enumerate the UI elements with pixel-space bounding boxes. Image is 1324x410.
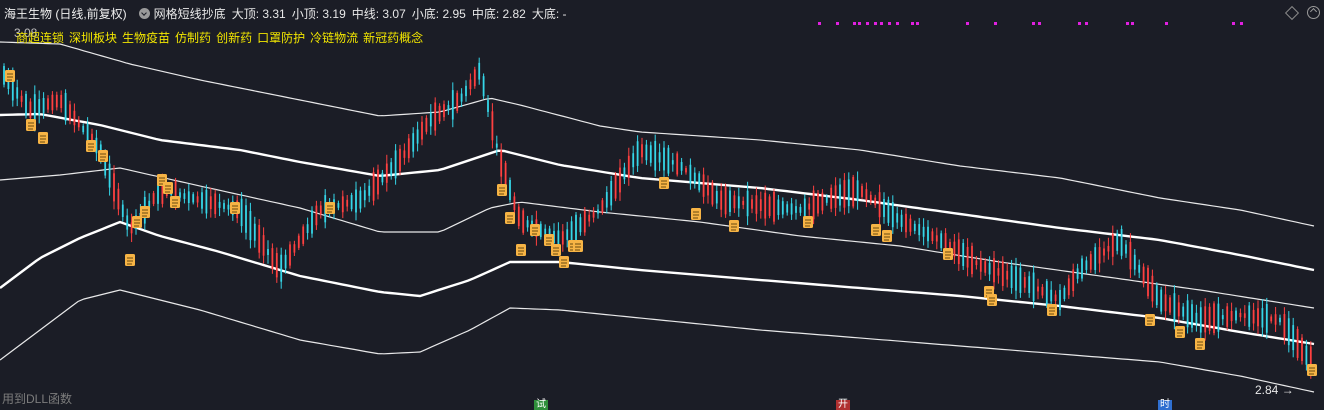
concept-tags: 商超连锁 深圳板块 生物疫苗 仿制药 创新药 口罩防护 冷链物流 新冠药概念	[16, 29, 428, 46]
signal-doc-icon[interactable]	[530, 224, 540, 236]
bottom-major-value: 大底: -	[531, 6, 567, 21]
indicator-name[interactable]: 网格短线抄底	[153, 6, 226, 21]
concept-tag[interactable]: 生物疫苗	[122, 31, 171, 45]
signal-doc-icon[interactable]	[659, 177, 669, 189]
signal-doc-icon[interactable]	[551, 244, 561, 256]
signal-doc-icon[interactable]	[5, 70, 15, 82]
concept-tag[interactable]: 口罩防护	[257, 31, 306, 45]
signal-doc-icon[interactable]	[98, 150, 108, 162]
bottom-marker[interactable]: 时	[1158, 399, 1172, 410]
diamond-icon[interactable]	[1284, 5, 1300, 21]
concept-tag[interactable]: 创新药	[216, 31, 253, 45]
signal-doc-icon[interactable]	[1145, 314, 1155, 326]
signal-doc-icon[interactable]	[803, 216, 813, 228]
concept-tag[interactable]: 冷链物流	[310, 31, 359, 45]
collapse-icon[interactable]	[1307, 6, 1320, 19]
low-price-label: 2.84 →	[1255, 383, 1294, 397]
signal-doc-icon[interactable]	[86, 140, 96, 152]
bottom-marker[interactable]: 开	[836, 399, 850, 410]
top-minor-value: 小顶: 3.19	[291, 6, 346, 21]
signal-doc-icon[interactable]	[1175, 326, 1185, 338]
chart-header: 海王生物 (日线,前复权) 网格短线抄底 大顶: 3.31 小顶: 3.19 中…	[4, 4, 573, 22]
concept-tag[interactable]: 仿制药	[175, 31, 212, 45]
stock-title[interactable]: 海王生物 (日线,前复权)	[4, 6, 127, 21]
chart-corner-tools	[1284, 5, 1320, 21]
signal-doc-icon[interactable]	[871, 224, 881, 236]
signal-doc-icon[interactable]	[729, 220, 739, 232]
top-major-value: 大顶: 3.31	[231, 6, 286, 21]
signal-doc-icon[interactable]	[325, 202, 335, 214]
signal-doc-icon[interactable]	[163, 182, 173, 194]
signal-doc-icon[interactable]	[38, 132, 48, 144]
signal-doc-icon[interactable]	[1307, 364, 1317, 376]
concept-tag[interactable]: 新冠药概念	[363, 31, 424, 45]
signal-doc-icon[interactable]	[170, 196, 180, 208]
signal-doc-icon[interactable]	[691, 208, 701, 220]
signal-doc-icon[interactable]	[230, 202, 240, 214]
signal-doc-icon[interactable]	[505, 212, 515, 224]
signal-doc-icon[interactable]	[26, 119, 36, 131]
concept-tag[interactable]: 深圳板块	[69, 31, 118, 45]
price-axis-top-label: 3.08	[14, 26, 38, 40]
dll-notice: 用到DLL函数	[2, 392, 73, 406]
bottom-mid-value: 中底: 2.82	[471, 6, 526, 21]
concept-tag[interactable]: 商超连锁	[16, 31, 65, 45]
signal-doc-icon[interactable]	[1195, 338, 1205, 350]
signal-doc-icon[interactable]	[943, 248, 953, 260]
signal-doc-icon[interactable]	[987, 294, 997, 306]
signal-doc-icon[interactable]	[559, 256, 569, 268]
bottom-minor-value: 小底: 2.95	[411, 6, 466, 21]
signal-doc-icon[interactable]	[497, 184, 507, 196]
signal-doc-icon[interactable]	[573, 240, 583, 252]
bottom-marker[interactable]: 试	[534, 399, 548, 410]
signal-doc-icon[interactable]	[140, 206, 150, 218]
signal-doc-icon[interactable]	[132, 216, 142, 228]
signal-doc-icon[interactable]	[544, 234, 554, 246]
signal-doc-icon[interactable]	[1047, 304, 1057, 316]
signal-doc-icon[interactable]	[125, 254, 135, 266]
signal-doc-icon[interactable]	[516, 244, 526, 256]
signal-doc-icon[interactable]	[882, 230, 892, 242]
mid-line-value: 中线: 3.07	[351, 6, 406, 21]
indicator-toggle-icon[interactable]	[138, 7, 150, 19]
